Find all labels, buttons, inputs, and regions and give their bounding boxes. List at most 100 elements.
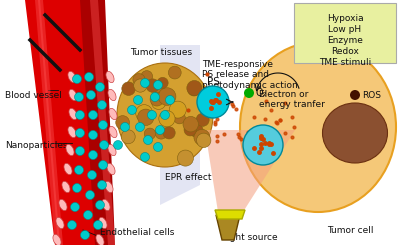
Text: ROS: ROS	[362, 90, 381, 99]
Circle shape	[122, 82, 135, 96]
Circle shape	[169, 101, 186, 118]
Ellipse shape	[68, 126, 76, 138]
Ellipse shape	[322, 103, 388, 163]
Circle shape	[141, 71, 153, 82]
Circle shape	[134, 79, 147, 92]
Circle shape	[120, 122, 130, 132]
Polygon shape	[38, 0, 63, 245]
Circle shape	[243, 125, 283, 165]
Circle shape	[144, 135, 152, 145]
Circle shape	[188, 84, 200, 96]
Ellipse shape	[69, 89, 77, 101]
Ellipse shape	[105, 181, 113, 193]
Ellipse shape	[59, 199, 67, 211]
Circle shape	[136, 105, 153, 122]
Circle shape	[84, 73, 94, 82]
Circle shape	[146, 79, 160, 92]
Circle shape	[158, 88, 176, 105]
Text: TME stimuli: TME stimuli	[319, 58, 371, 67]
Circle shape	[88, 110, 98, 120]
Circle shape	[196, 133, 211, 147]
Circle shape	[98, 160, 108, 170]
Text: Electron or
energy tranfer: Electron or energy tranfer	[259, 90, 325, 110]
Circle shape	[183, 116, 198, 132]
Circle shape	[163, 127, 175, 139]
Circle shape	[144, 128, 156, 139]
Circle shape	[197, 86, 229, 118]
Ellipse shape	[64, 163, 72, 175]
Polygon shape	[216, 215, 240, 240]
Circle shape	[96, 200, 104, 209]
Circle shape	[74, 166, 84, 174]
Text: Light source: Light source	[222, 233, 278, 242]
Circle shape	[150, 93, 164, 106]
Circle shape	[76, 128, 84, 137]
Text: Endothelial cells: Endothelial cells	[100, 228, 174, 237]
Circle shape	[94, 220, 102, 230]
Circle shape	[88, 171, 96, 180]
Ellipse shape	[108, 144, 116, 156]
Circle shape	[84, 210, 92, 220]
Circle shape	[166, 96, 174, 105]
Polygon shape	[25, 0, 105, 245]
Circle shape	[100, 140, 108, 149]
Circle shape	[140, 152, 150, 161]
Text: Low pH: Low pH	[328, 25, 362, 34]
Circle shape	[178, 150, 194, 166]
Ellipse shape	[108, 89, 116, 101]
Circle shape	[155, 88, 168, 101]
Polygon shape	[90, 0, 115, 245]
Circle shape	[194, 129, 210, 145]
Ellipse shape	[66, 144, 74, 156]
Circle shape	[133, 74, 145, 86]
Circle shape	[80, 231, 90, 240]
Circle shape	[155, 127, 167, 139]
Text: Nanoparticles: Nanoparticles	[5, 140, 68, 149]
Ellipse shape	[106, 71, 114, 83]
Circle shape	[150, 93, 160, 101]
Ellipse shape	[68, 71, 76, 83]
Circle shape	[154, 143, 162, 151]
Circle shape	[156, 125, 164, 135]
Circle shape	[70, 203, 80, 211]
Circle shape	[159, 110, 175, 127]
Circle shape	[68, 220, 76, 230]
Text: Tumor cell: Tumor cell	[327, 226, 373, 235]
Circle shape	[114, 140, 122, 149]
Text: EPR effect: EPR effect	[165, 172, 212, 182]
Circle shape	[148, 110, 156, 120]
Ellipse shape	[96, 234, 104, 245]
Ellipse shape	[69, 108, 77, 120]
Circle shape	[196, 113, 209, 126]
Circle shape	[138, 109, 154, 125]
Circle shape	[98, 121, 108, 130]
FancyBboxPatch shape	[294, 3, 396, 63]
Text: TME-responsive
PS release and
photodynamic action: TME-responsive PS release and photodynam…	[202, 60, 298, 90]
Ellipse shape	[117, 63, 213, 167]
Text: O₂: O₂	[256, 88, 268, 98]
Polygon shape	[160, 45, 200, 205]
Text: Blood vessel: Blood vessel	[5, 90, 62, 99]
Circle shape	[350, 90, 360, 100]
Ellipse shape	[240, 42, 396, 212]
Polygon shape	[205, 130, 295, 212]
Circle shape	[72, 74, 82, 84]
Text: Tumor tissues: Tumor tissues	[130, 49, 192, 58]
Circle shape	[96, 83, 104, 91]
Circle shape	[190, 124, 203, 137]
Circle shape	[140, 78, 150, 87]
Circle shape	[157, 77, 168, 88]
Circle shape	[72, 184, 82, 193]
Circle shape	[134, 96, 142, 105]
Circle shape	[136, 122, 144, 132]
Ellipse shape	[107, 163, 115, 175]
Ellipse shape	[62, 181, 70, 193]
Circle shape	[98, 181, 106, 189]
Circle shape	[244, 88, 254, 98]
Circle shape	[184, 123, 196, 136]
Circle shape	[187, 81, 202, 96]
Circle shape	[86, 90, 96, 99]
Circle shape	[121, 130, 135, 144]
Circle shape	[152, 95, 166, 110]
Ellipse shape	[102, 199, 110, 211]
